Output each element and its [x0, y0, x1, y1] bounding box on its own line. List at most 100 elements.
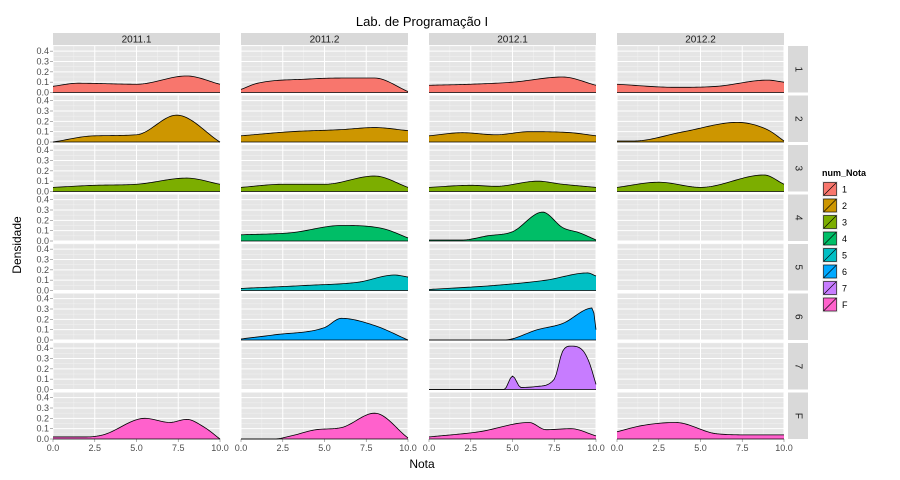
y-tick-label: 0.3 [36, 304, 49, 314]
legend-title: num_Nota [822, 168, 867, 178]
y-tick-label: 0.0 [36, 286, 49, 296]
x-tick-label: 0.0 [611, 443, 624, 453]
y-tick-label: 0.4 [36, 393, 49, 403]
y-tick-label: 0.2 [36, 215, 49, 225]
density-curve-2-2012.2 [617, 121, 785, 142]
strip-row-4 [788, 194, 808, 241]
strip-2012.1 [429, 33, 596, 45]
density-area-5-2012.1 [429, 272, 596, 291]
legend-slash [823, 198, 837, 213]
y-tick-label: 0.2 [36, 265, 49, 275]
strip-label-2011.2: 2011.2 [310, 35, 340, 46]
density-curve-5-2012.1 [428, 272, 597, 290]
x-tick-label: 0.0 [235, 443, 248, 453]
density-area-4-2012.1 [429, 212, 596, 241]
density-curve-3-2012.2 [616, 174, 785, 188]
y-tick-label: 0.2 [36, 166, 49, 176]
density-area-1-2012.2 [617, 80, 784, 93]
density-curve-6-2011.2 [240, 317, 409, 341]
x-tick-label: 2.5 [88, 443, 101, 453]
strip-row-3 [788, 145, 808, 192]
y-tick-label: 0.0 [36, 137, 49, 147]
y-tick-label: 0.4 [36, 195, 49, 205]
strip-label-2012.1: 2012.1 [497, 35, 528, 46]
x-tick-label: 10.0 [587, 443, 605, 453]
y-tick-label: 0.4 [36, 96, 49, 106]
strip-row-6 [788, 293, 808, 340]
legend-slash [823, 297, 837, 312]
strip-row-7 [788, 343, 808, 390]
y-tick-label: 0.1 [36, 176, 49, 186]
x-tick-label: 2.5 [652, 443, 665, 453]
density-curve-5-2011.2 [240, 274, 409, 289]
strip-label-row-5: 5 [792, 264, 803, 270]
density-curve-F-2011.1 [53, 417, 221, 440]
strip-label-row-7: 7 [792, 363, 803, 369]
density-curve-3-2012.1 [428, 180, 597, 188]
legend-slash [823, 264, 837, 279]
strip-label-2012.2: 2012.2 [685, 35, 716, 46]
strip-label-row-F: F [792, 413, 803, 419]
legend-label-5: 5 [842, 251, 847, 261]
y-tick-label: 0.4 [36, 244, 49, 254]
y-tick-label: 0.0 [36, 335, 49, 345]
density-area-2-2012.2 [617, 122, 784, 142]
x-tick-label: 0.0 [423, 443, 436, 453]
legend-label-3: 3 [842, 218, 847, 228]
legend-label-1: 1 [842, 185, 847, 195]
y-tick-label: 0.4 [36, 145, 49, 155]
y-tick-label: 0.2 [36, 413, 49, 423]
y-tick-label: 0.4 [36, 294, 49, 304]
y-tick-label: 0.3 [36, 57, 49, 67]
density-area-F-2012.1 [429, 422, 596, 439]
density-area-3-2011.1 [53, 178, 220, 192]
density-curve-3-2011.1 [52, 177, 221, 188]
x-tick-label: 10.0 [775, 443, 793, 453]
density-area-1-2012.1 [429, 77, 596, 93]
density-curve-1-2011.1 [52, 75, 221, 87]
y-tick-label: 0.0 [36, 434, 49, 444]
legend-label-F: F [842, 300, 848, 310]
density-area-3-2011.2 [241, 176, 408, 192]
y-tick-label: 0.3 [36, 106, 49, 116]
facet-panels: 2011.1 2011.2 2012.1 2012.210.00.10.20.30.4… [36, 33, 808, 453]
density-area-6-2012.1 [429, 307, 596, 340]
y-tick-label: 0.3 [36, 403, 49, 413]
strip-label-row-2: 2 [792, 116, 803, 122]
x-tick-label: 7.5 [172, 443, 185, 453]
density-area-1-2011.2 [241, 78, 408, 93]
density-area-3-2012.2 [617, 174, 784, 192]
y-tick-label: 0.0 [36, 385, 49, 395]
density-curve-4-2011.2 [240, 225, 409, 239]
x-tick-label: 0.0 [47, 443, 60, 453]
y-tick-label: 0.0 [36, 88, 49, 98]
x-tick-label: 7.5 [360, 443, 373, 453]
y-tick-label: 0.0 [36, 236, 49, 246]
strip-label-2011.1: 2011.1 [122, 35, 152, 46]
density-area-6-2011.2 [241, 318, 408, 340]
density-curve-2-2011.2 [240, 127, 409, 137]
y-axis-title: Densidade [10, 216, 24, 274]
y-tick-label: 0.2 [36, 67, 49, 77]
legend-slash [823, 182, 837, 196]
legend-slash [823, 215, 837, 229]
x-tick-label: 5.0 [694, 443, 707, 453]
chart-title: Lab. de Programação I [356, 14, 488, 29]
x-tick-label: 2.5 [464, 443, 477, 453]
strip-label-row-3: 3 [792, 165, 803, 171]
y-tick-label: 0.1 [36, 127, 49, 137]
density-area-F-2011.2 [241, 413, 408, 439]
density-curve-2-2012.1 [428, 131, 597, 137]
y-tick-label: 0.2 [36, 364, 49, 374]
strip-row-2 [788, 95, 808, 142]
density-area-4-2011.2 [241, 225, 408, 241]
y-tick-label: 0.1 [36, 77, 49, 87]
density-curve-1-2011.2 [240, 77, 409, 92]
y-tick-label: 0.4 [36, 343, 49, 353]
y-tick-label: 0.3 [36, 354, 49, 364]
density-area-7-2012.1 [429, 346, 596, 390]
strip-2012.2 [617, 33, 784, 45]
legend-label-4: 4 [842, 234, 847, 244]
density-area-2-2011.2 [241, 127, 408, 142]
strip-label-row-1: 1 [792, 66, 803, 72]
